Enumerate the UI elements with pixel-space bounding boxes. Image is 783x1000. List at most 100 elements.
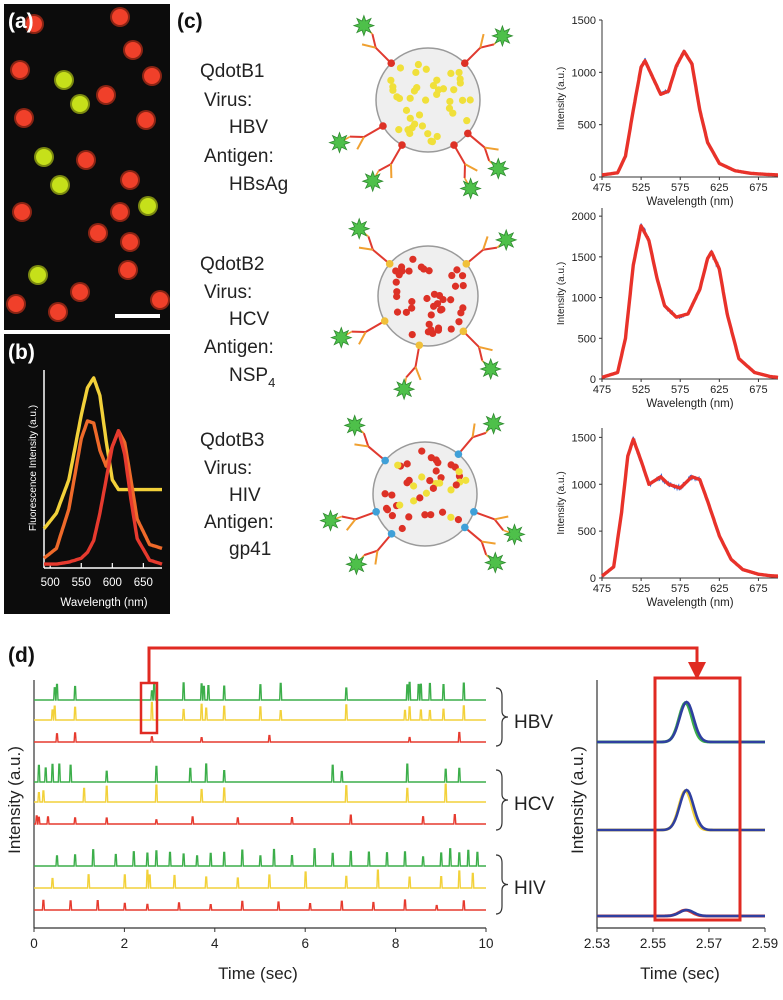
quantum-dot [387,76,395,84]
spectrum-curve [42,419,163,560]
fit-spectrum [601,49,779,177]
fluorophore-star [482,412,505,435]
scale-bar [115,314,160,318]
virus-name: HCV [229,309,269,330]
panel-label-a: (a) [8,10,34,33]
quantum-dot [422,65,430,73]
y-tick-label: 500 [578,526,596,538]
bead-group [6,7,170,322]
x-tick-label: 625 [710,182,728,194]
quantum-dot [393,93,401,101]
surface-knob [380,317,389,325]
fluorophore-star [343,414,366,437]
antibody-arm [358,246,373,251]
qdot-name: QdotB3 [200,430,264,451]
quantum-dot [397,263,406,271]
burst-traces [34,681,486,911]
bead [12,62,28,78]
quantum-dot [438,508,447,516]
x-tick-label: 575 [671,583,689,595]
trace-green [34,848,486,867]
connector-arrowhead [688,662,706,680]
antibody-arm [477,346,484,361]
quantum-dot [402,308,410,316]
quantum-dot [424,130,432,138]
bead [52,177,68,193]
quantum-dot [418,447,426,455]
quantum-dot [405,513,413,521]
bead [122,172,138,188]
spectrum-plot-qdotb3: 0 500 1000 1500 475 525 575 625 675 Intensity (a.… [556,428,779,609]
quantum-dot [427,311,435,319]
quantum-dot [455,468,463,476]
quantum-dot [393,288,401,296]
virus-label: Virus: [204,282,252,303]
spectrum-plot-qdotb1: 0 500 1000 1500 475 525 575 625 675 Intensity (a.… [556,15,779,208]
x-tick-label: 475 [593,583,611,595]
surface-knob [387,59,396,68]
antibody-arm [358,331,367,345]
quantum-dot [455,318,463,326]
zoom-ticks: 2.53 2.55 2.57 2.59 [584,928,778,951]
quantum-dot [388,512,396,520]
quantum-dot [433,76,441,84]
surface-knob [461,523,469,532]
antigen-label: Antigen: [204,146,274,167]
quantum-dot [408,330,416,339]
quantum-dot [415,111,424,119]
antibody-arm [361,43,376,49]
x-tick-label: 525 [632,182,650,194]
quantum-dot [392,278,400,286]
quantum-dot [411,120,419,128]
quantum-dot [456,75,464,83]
x-tick-label: 625 [710,384,728,396]
bead [112,9,128,25]
panel-b: (b) 500 550 600 650 Fluorescence Intensity … [4,334,170,614]
trace-red [34,899,486,911]
quantum-dot [450,86,458,94]
quantum-dot [425,267,433,275]
y-axis-label: Intensity (a.u.) [556,471,567,534]
x-tick-label: 475 [593,384,611,396]
x-tick-label: 6 [301,936,309,951]
trace-yellow [34,783,486,803]
antibody-arm [478,345,493,352]
bead [90,225,106,241]
zoom-y-label: Intensity (a.u.) [568,746,587,854]
antibody-arm [362,432,370,447]
antibody-arm [472,431,487,439]
x-tick-label: 2.57 [696,936,722,951]
antibody-arm [471,423,476,438]
bead [30,267,46,283]
y-tick-label: 500 [578,120,596,132]
antibody-arm [345,518,357,531]
quantum-dot [463,117,471,125]
burst-trace-plot: 0 2 4 6 8 10 Intensity (a.u.) Time (sec) HBV … [5,680,554,983]
zoom-trace-fit [597,908,765,918]
quantum-dot [438,305,446,313]
x-tick-label: 4 [211,936,219,951]
fit-spectrum [601,224,779,380]
bead [138,112,154,128]
quantum-dot [405,476,413,484]
quantum-dot [447,296,455,304]
quantum-dot [402,106,411,114]
quantum-dot [398,524,406,533]
antibody-arm [494,515,509,521]
quantum-dot [432,467,440,475]
quantum-dot [429,484,437,492]
panel-a: (a) [4,4,170,330]
virus-name: HBV [229,117,268,138]
quantum-dot [455,68,463,77]
quantum-dot [433,132,441,141]
quantum-dot [454,516,463,524]
quantum-dot [389,83,397,91]
quantum-dot [436,479,444,487]
quantum-dot [426,476,434,485]
antibody-arm [405,366,417,379]
y-tick-label: 0 [590,573,596,585]
quantum-dot [439,85,448,93]
quantum-dot [449,109,457,117]
panel-label-d: (d) [8,644,35,667]
quantum-dot [405,267,413,275]
